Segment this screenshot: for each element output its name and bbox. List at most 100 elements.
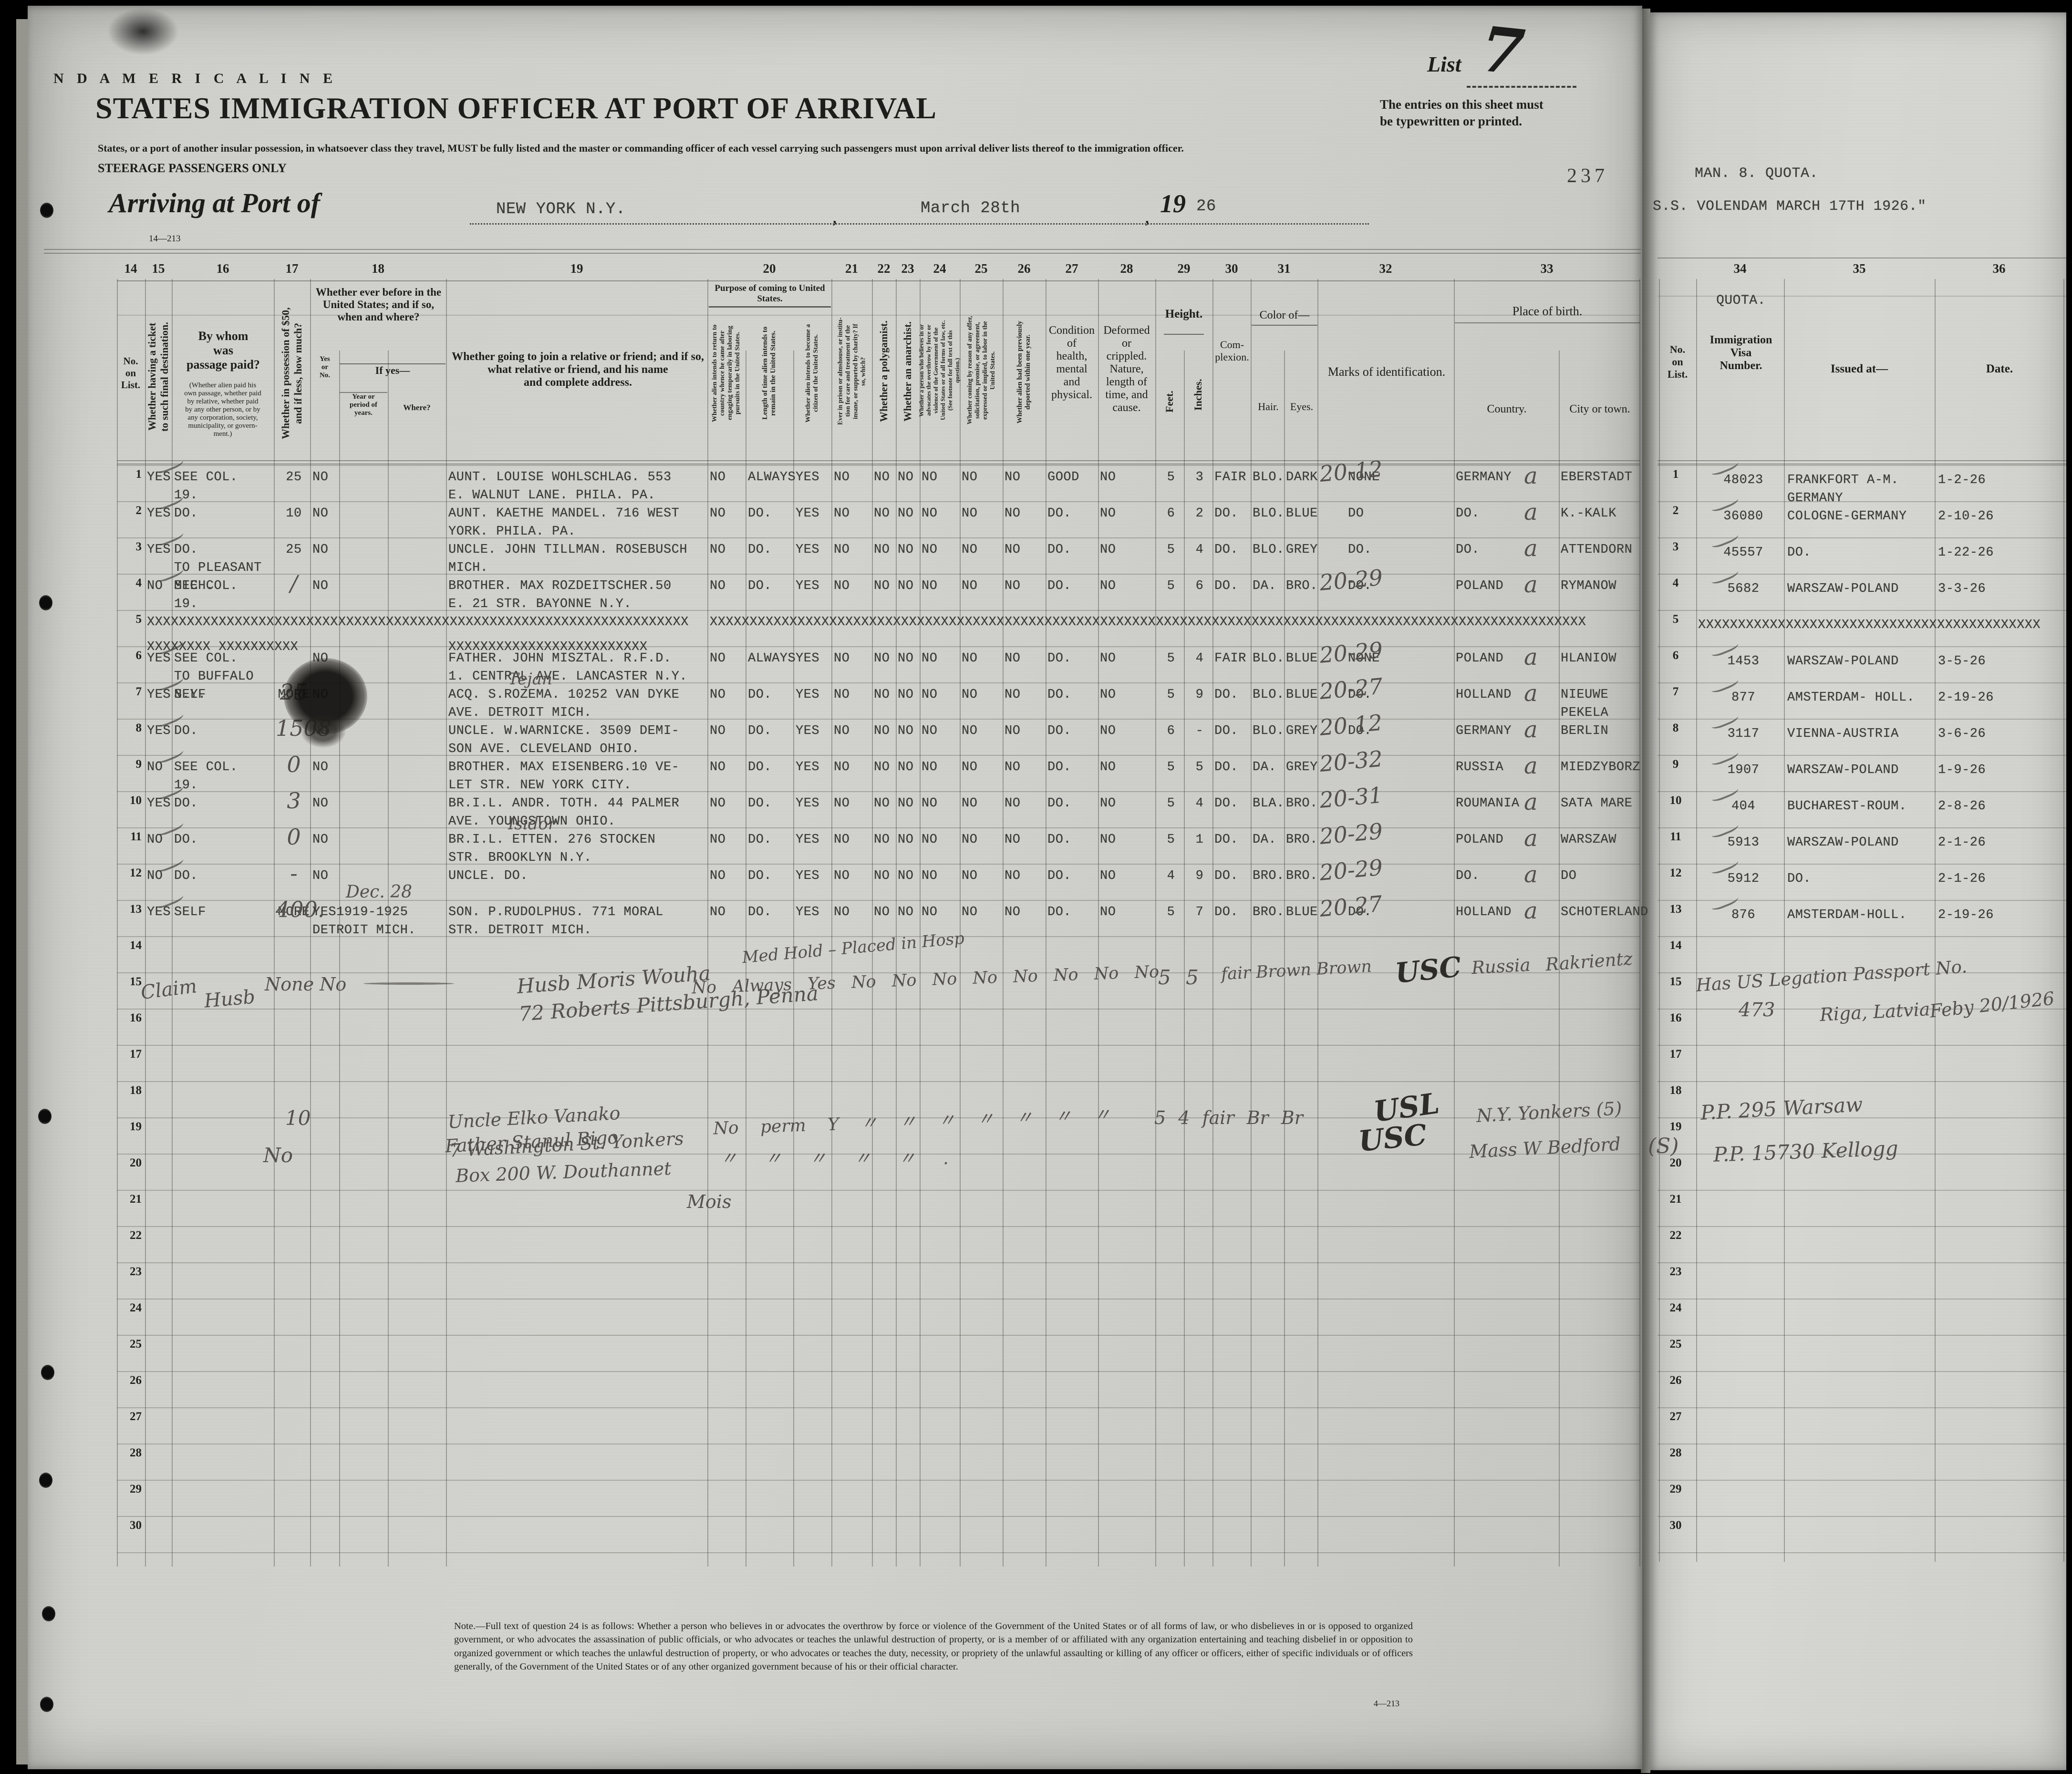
header-passage-paid: By whom was passage paid? xyxy=(186,329,260,371)
cell-intend-return: NO xyxy=(710,724,726,738)
punch-hole xyxy=(40,203,53,218)
visa-row: 36080 COLOGNE-GERMANY 2-10-26 xyxy=(1658,493,2068,544)
grid-line xyxy=(1284,351,1285,1567)
row-number: 7 xyxy=(135,685,142,698)
cell-labor-offer: NO xyxy=(962,724,978,738)
cell-eyes: BLUE xyxy=(1286,688,1318,702)
grid-line xyxy=(831,279,832,1567)
instructions-paragraph: States, or a port of another insular pos… xyxy=(98,142,1184,154)
grid-line xyxy=(2063,279,2064,1562)
manifest-row: NO DO. - NO UNCLE. DO. NO DO. YES NO NO … xyxy=(117,853,1641,903)
cell-anarchist: NO xyxy=(898,506,914,521)
cell-money-handwritten: 400. xyxy=(276,897,325,922)
row-number: 5 xyxy=(1672,613,1679,626)
row-number: 16 xyxy=(1669,1011,1682,1024)
check-letter-a: a xyxy=(1524,499,1538,526)
row-number: 10 xyxy=(1669,794,1682,807)
check-letter-a: a xyxy=(1524,463,1538,489)
check-letter-a: a xyxy=(1524,789,1538,815)
header-ever-before-us: Whether ever before in the United States… xyxy=(315,286,442,323)
header-length-of-stay: Length of time alien intends to remain i… xyxy=(761,326,777,420)
row-number: 11 xyxy=(130,830,142,843)
cell-intend-return: NO xyxy=(710,688,726,702)
cell-labor-offer: NO xyxy=(962,905,978,919)
cell-complexion: FAIR xyxy=(1214,651,1246,666)
manifest-right-page xyxy=(1649,12,2066,1770)
cell-labor-offer: NO xyxy=(962,506,978,521)
hw20-scribble: USC xyxy=(1357,1118,1429,1159)
cell-overthrow: NO xyxy=(922,688,938,702)
cell-health: DO. xyxy=(1047,651,1072,666)
cell-hair: DA. xyxy=(1253,833,1277,847)
cell-visa-number: 48023 xyxy=(1723,473,1763,487)
cell-visa-date: 3-6-26 xyxy=(1938,727,1986,741)
column-number: 14 xyxy=(124,261,137,276)
cell-overthrow: NO xyxy=(922,760,938,774)
cell-birth-country: RUSSIA xyxy=(1456,760,1504,774)
cell-intend-return: NO xyxy=(710,796,726,811)
hw20-relative-line3: Mois xyxy=(687,1191,732,1212)
steerage-label: STEERAGE PASSENGERS ONLY xyxy=(98,161,287,175)
crossed-out-line: XXXXXXXXXXXXXXXXXXXXXXXXXXXXXXXXXXXXXXXX… xyxy=(1698,618,2041,632)
cell-relative-friend: BR.I.L. ETTEN. 276 STOCKEN STR. BROOKLYN… xyxy=(448,833,656,865)
cell-health: GOOD xyxy=(1047,470,1079,485)
row-number: 9 xyxy=(1672,758,1679,771)
check-letter-a: a xyxy=(1524,535,1538,562)
row-number: 12 xyxy=(130,866,142,879)
header-prison-almshouse: Ever in prison or almshouse, or institu-… xyxy=(836,317,867,425)
cell-intend-return: NO xyxy=(710,760,726,774)
row-number: 21 xyxy=(1669,1193,1682,1206)
cell-intend-return: NO xyxy=(710,869,726,883)
grid-line xyxy=(1155,279,1156,1567)
cell-passage-paid: SEE COL. 19. xyxy=(174,760,238,793)
cell-deformed: NO xyxy=(1100,470,1116,485)
cell-issued-at: AMSTERDAM- HOLL. xyxy=(1787,691,1915,705)
cell-prison: NO xyxy=(834,869,850,883)
cell-become-citizen: YES xyxy=(796,651,820,666)
cell-polygamist: NO xyxy=(874,470,890,485)
grid-line xyxy=(310,279,311,1567)
row-number: 23 xyxy=(130,1265,142,1278)
crossed-out-line: XXXXXXXXXXXXXXXXXXXXXXXXXXXXXXXXXXXXXXXX… xyxy=(710,615,1586,629)
grid-line xyxy=(172,279,173,1567)
check-letter-a: a xyxy=(1524,644,1538,670)
manifest-row: YES DO. 10 NO AUNT. KAETHE MANDEL. 716 W… xyxy=(117,491,1641,541)
cell-ticket: YES xyxy=(147,724,171,738)
cell-relative-friend: UNCLE. DO. xyxy=(448,869,528,883)
page-stack-edge xyxy=(16,19,29,1764)
cell-visa-number: 5682 xyxy=(1727,582,1760,596)
cell-become-citizen: YES xyxy=(796,724,820,738)
cell-passage-paid: DO. TO PLEASANT MICH. xyxy=(174,543,262,593)
hw19-height-desc: 5 4 fair Br Br xyxy=(1154,1107,1303,1128)
cell-deformed: NO xyxy=(1100,688,1116,702)
cell-labor-offer: NO xyxy=(962,688,978,702)
cell-deported: NO xyxy=(1005,869,1021,883)
cell-ever-before: NO xyxy=(312,470,329,485)
row-number: 16 xyxy=(130,1011,142,1024)
visa-row: XXXXXXXXXXXXXXXXXXXXXXXXXXXXXXXXXXXXXXXX… xyxy=(1658,616,2068,652)
visa-row: 1453 WARSZAW-POLAND 3-5-26 xyxy=(1658,638,2068,689)
cell-become-citizen: YES xyxy=(796,796,820,811)
cell-length-stay: DO. xyxy=(748,760,772,774)
column-number: 36 xyxy=(1992,261,2006,276)
cell-height-feet: 5 xyxy=(1167,543,1175,557)
cell-overthrow: NO xyxy=(922,506,938,521)
visa-row: 404 BUCHAREST-ROUM. 2-8-26 xyxy=(1658,783,2068,834)
cell-overthrow: NO xyxy=(922,796,938,811)
cell-labor-offer: NO xyxy=(962,470,978,485)
cell-intend-return: NO xyxy=(710,506,726,521)
cell-hair: BRO. xyxy=(1253,869,1285,883)
header-eyes: Eyes. xyxy=(1290,401,1314,413)
cell-visa-number: 404 xyxy=(1731,799,1756,814)
cell-ticket: YES xyxy=(147,796,171,811)
cell-issued-at: WARSZAW-POLAND xyxy=(1787,835,1899,850)
grid-line xyxy=(117,280,1640,281)
header-if-yes: If yes— xyxy=(340,363,445,377)
cell-labor-offer: NO xyxy=(962,869,978,883)
cell-labor-offer: NO xyxy=(962,796,978,811)
cell-deformed: NO xyxy=(1100,724,1116,738)
cell-visa-date: 2-8-26 xyxy=(1938,799,1986,814)
manifest-row: NO SEE COL. 19. 0 NO BROTHER. MAX EISENB… xyxy=(117,744,1641,794)
cell-birth-city: NIEUWE PEKELA xyxy=(1561,688,1609,720)
